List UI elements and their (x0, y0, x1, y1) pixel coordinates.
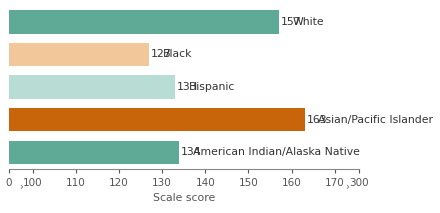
Text: ›: › (19, 182, 22, 192)
Text: Black: Black (163, 49, 192, 59)
Text: 127: 127 (151, 49, 172, 59)
Text: 134: 134 (181, 147, 202, 157)
Text: 163: 163 (306, 115, 327, 125)
Bar (9, 43, 149, 66)
Text: White: White (293, 17, 324, 27)
Text: ›: › (345, 182, 348, 192)
Bar (9, 10, 279, 34)
Bar (9, 108, 304, 131)
Text: American Indian/Alaska Native: American Indian/Alaska Native (193, 147, 360, 157)
Text: Asian/Pacific Islander: Asian/Pacific Islander (319, 115, 433, 125)
Text: 157: 157 (280, 17, 301, 27)
Bar (9, 141, 180, 164)
Text: Hispanic: Hispanic (189, 82, 235, 92)
X-axis label: Scale score: Scale score (153, 193, 215, 203)
Text: 133: 133 (177, 82, 198, 92)
Bar (9, 75, 175, 99)
